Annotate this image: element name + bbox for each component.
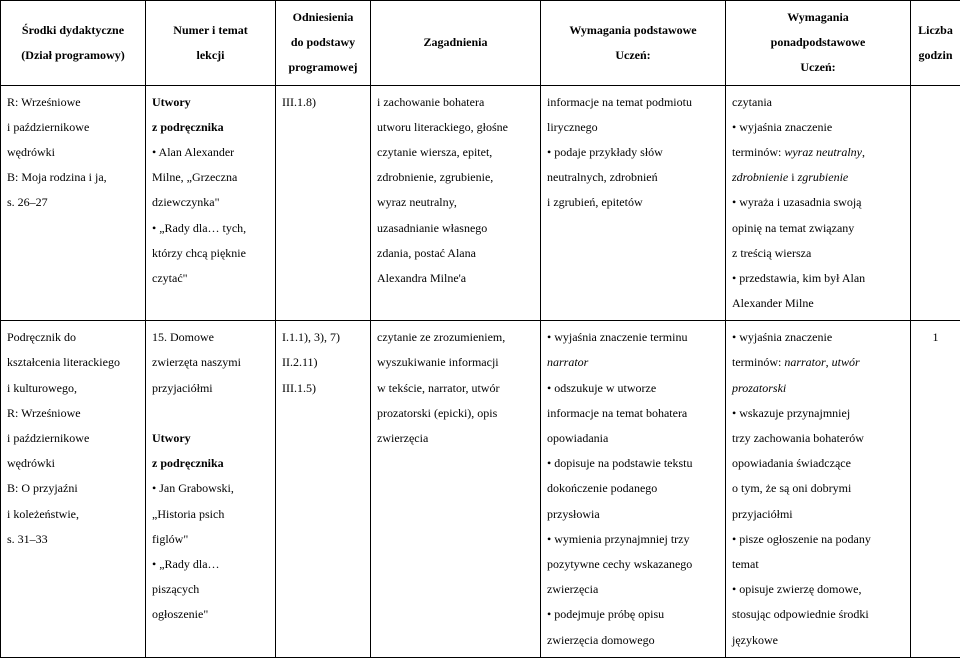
cell-r1c3: III.1.8) <box>276 85 371 321</box>
header-col5: Wymagania podstawoweUczeń: <box>541 1 726 86</box>
cell-r2c6: • wyjaśnia znaczenieterminów: narrator, … <box>726 321 911 657</box>
header-col6: WymaganiaponadpodstawoweUczeń: <box>726 1 911 86</box>
cell-r1c1: R: Wrześniowei październikowewędrówkiB: … <box>1 85 146 321</box>
header-row: Środki dydaktyczne(Dział programowy) Num… <box>1 1 960 86</box>
cell-r1c7 <box>911 85 960 321</box>
cell-r1c4: i zachowanie bohaterautworu literackiego… <box>371 85 541 321</box>
cell-r2c3: I.1.1), 3), 7)II.2.11)III.1.5) <box>276 321 371 657</box>
table-row: R: Wrześniowei październikowewędrówkiB: … <box>1 85 960 321</box>
cell-r1c5: informacje na temat podmiotulirycznego• … <box>541 85 726 321</box>
cell-r2c4: czytanie ze zrozumieniem,wyszukiwanie in… <box>371 321 541 657</box>
header-col7: Liczbagodzin <box>911 1 960 86</box>
header-col1: Środki dydaktyczne(Dział programowy) <box>1 1 146 86</box>
cell-r2c1: Podręcznik dokształcenia literackiegoi k… <box>1 321 146 657</box>
header-col3: Odniesieniado podstawyprogramowej <box>276 1 371 86</box>
cell-r2c7: 1 <box>911 321 960 657</box>
cell-r1c2: Utworyz podręcznika• Alan AlexanderMilne… <box>146 85 276 321</box>
cell-r2c2: 15. Domowezwierzęta naszymiprzyjaciółmiU… <box>146 321 276 657</box>
header-col4: Zagadnienia <box>371 1 541 86</box>
cell-r1c6: czytania• wyjaśnia znaczenieterminów: wy… <box>726 85 911 321</box>
header-col2: Numer i tematlekcji <box>146 1 276 86</box>
table-row: Podręcznik dokształcenia literackiegoi k… <box>1 321 960 657</box>
curriculum-table: Środki dydaktyczne(Dział programowy) Num… <box>0 0 960 658</box>
cell-r2c5: • wyjaśnia znaczenie terminunarrator• od… <box>541 321 726 657</box>
